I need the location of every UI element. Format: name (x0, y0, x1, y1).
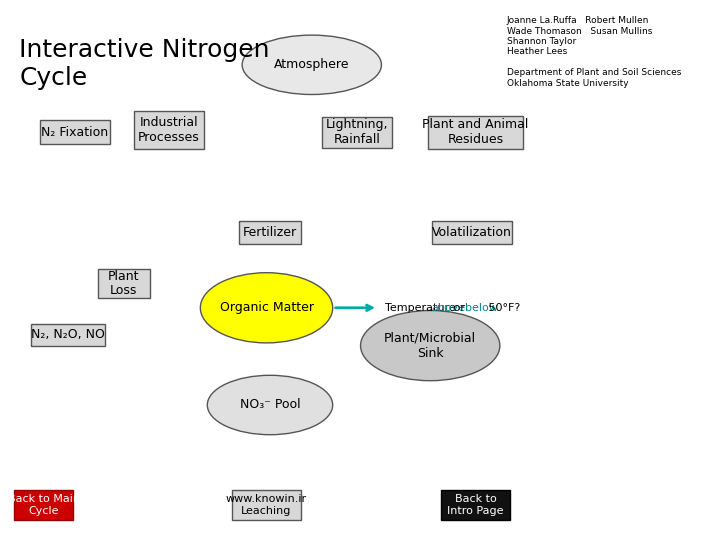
FancyBboxPatch shape (98, 269, 150, 298)
FancyBboxPatch shape (232, 490, 302, 519)
Text: Volatilization: Volatilization (432, 226, 512, 239)
Ellipse shape (200, 273, 333, 343)
Text: below: below (465, 303, 498, 313)
Text: Atmosphere: Atmosphere (274, 58, 349, 71)
Text: above: above (431, 303, 465, 313)
Text: NO₃⁻ Pool: NO₃⁻ Pool (240, 399, 300, 411)
Text: Fertilizer: Fertilizer (243, 226, 297, 239)
Text: Temperature: Temperature (385, 303, 459, 313)
Ellipse shape (207, 375, 333, 435)
Text: N₂ Fixation: N₂ Fixation (42, 126, 109, 139)
FancyBboxPatch shape (134, 111, 204, 148)
Text: Plant
Loss: Plant Loss (108, 269, 140, 298)
FancyBboxPatch shape (238, 221, 302, 244)
FancyBboxPatch shape (441, 490, 510, 519)
Text: Interactive Nitrogen
Cycle: Interactive Nitrogen Cycle (19, 38, 270, 90)
Text: Industrial
Processes: Industrial Processes (138, 116, 200, 144)
FancyBboxPatch shape (40, 120, 109, 144)
FancyBboxPatch shape (14, 490, 73, 519)
Text: Back to Main
Cycle: Back to Main Cycle (8, 494, 80, 516)
Text: Plant and Animal
Residues: Plant and Animal Residues (423, 118, 528, 146)
FancyBboxPatch shape (432, 221, 512, 244)
FancyBboxPatch shape (323, 117, 392, 148)
Text: Joanne La.Ruffa   Robert Mullen
Wade Thomason   Susan Mullins
Shannon Taylor
Hea: Joanne La.Ruffa Robert Mullen Wade Thoma… (507, 16, 681, 87)
Text: Organic Matter: Organic Matter (220, 301, 313, 314)
Text: N₂, N₂O, NO: N₂, N₂O, NO (31, 328, 105, 341)
Text: www.knowin.ir
Leaching: www.knowin.ir Leaching (226, 494, 307, 516)
Ellipse shape (361, 310, 500, 381)
Text: Plant/Microbial
Sink: Plant/Microbial Sink (384, 332, 476, 360)
Text: Back to
Intro Page: Back to Intro Page (447, 494, 504, 516)
FancyBboxPatch shape (32, 324, 104, 346)
FancyBboxPatch shape (428, 116, 523, 148)
Text: Lightning,
Rainfall: Lightning, Rainfall (326, 118, 388, 146)
Text: or: or (450, 303, 469, 313)
Text: 50°F?: 50°F? (485, 303, 520, 313)
Ellipse shape (242, 35, 382, 94)
